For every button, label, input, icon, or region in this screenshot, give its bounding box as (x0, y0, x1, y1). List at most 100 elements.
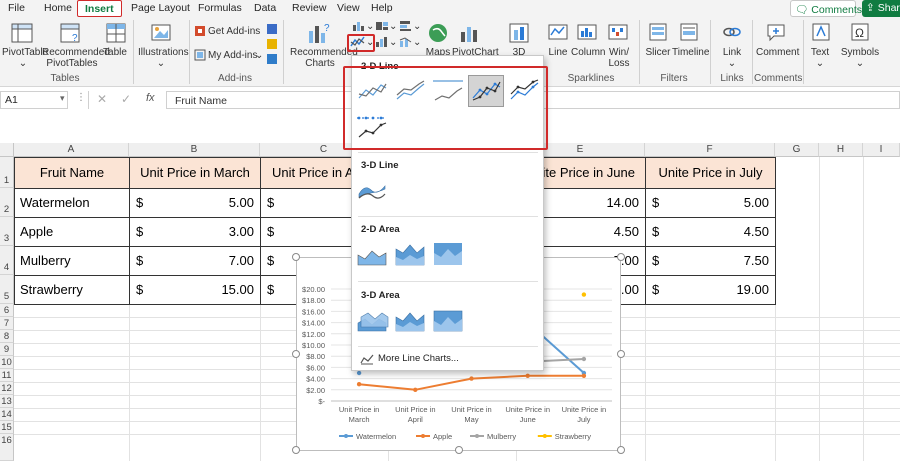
sparkline-winloss-button[interactable]: Win/ Loss (608, 47, 630, 69)
chart-resize-handle[interactable] (617, 350, 625, 358)
tab-review[interactable]: Review (292, 2, 327, 14)
bar-chart-dropdown[interactable]: ⌄ (413, 21, 422, 32)
stacked-area-chart-thumbnail[interactable] (393, 239, 427, 269)
cell-f1[interactable]: Unite Price in July (645, 157, 776, 189)
row-header-9[interactable]: 9 (0, 343, 14, 356)
row-header-16[interactable]: 16 (0, 434, 14, 461)
cancel-icon[interactable]: ✕ (97, 92, 108, 106)
row-header-14[interactable]: 14 (0, 408, 14, 421)
recommended-charts-button[interactable]: Recommended Charts (290, 47, 358, 69)
cell-a2[interactable]: Watermelon (14, 188, 130, 218)
pivottable-button[interactable]: PivotTable (2, 47, 49, 58)
row-header-3[interactable]: 3 (0, 217, 14, 246)
cell-a3[interactable]: Apple (14, 217, 130, 247)
combo-chart-dropdown[interactable]: ⌄ (413, 37, 422, 48)
chart-resize-handle[interactable] (292, 350, 300, 358)
cell-b5[interactable]: $15.00 (129, 275, 261, 305)
line-chart-dropdown[interactable]: ⌄ (366, 37, 375, 48)
cell-f2[interactable]: $5.00 (645, 188, 776, 218)
column-header-h[interactable]: H (819, 143, 863, 157)
stacked-line-chart-thumbnail[interactable] (393, 76, 427, 106)
stacked-line-with-markers-thumbnail[interactable] (507, 76, 541, 106)
symbols-button[interactable]: Symbols (840, 47, 880, 58)
timeline-button[interactable]: Timeline (672, 47, 710, 58)
more-line-charts-button[interactable]: More Line Charts... (360, 352, 540, 368)
link-dropdown[interactable]: ⌄ (727, 58, 737, 69)
name-box[interactable]: A1 (0, 91, 68, 109)
chart-resize-handle[interactable] (292, 446, 300, 454)
area-chart-thumbnail[interactable] (355, 239, 389, 269)
3d-line-chart-thumbnail[interactable] (355, 176, 389, 206)
statistic-chart-dropdown[interactable]: ⌄ (389, 37, 398, 48)
tab-insert[interactable]: Insert (77, 0, 122, 17)
tab-data[interactable]: Data (254, 2, 277, 14)
3d-stacked-area-chart-thumbnail[interactable] (393, 305, 427, 335)
illustrations-dropdown[interactable]: ⌄ (156, 58, 166, 69)
name-box-dropdown[interactable]: ▾ (60, 93, 65, 103)
cell-b3[interactable]: $3.00 (129, 217, 261, 247)
tab-page-layout[interactable]: Page Layout (131, 2, 190, 14)
chart-resize-handle[interactable] (455, 446, 463, 454)
text-dropdown[interactable]: ⌄ (815, 58, 825, 69)
cell-b4[interactable]: $7.00 (129, 246, 261, 276)
100-stacked-area-chart-thumbnail[interactable] (431, 239, 465, 269)
tab-formulas[interactable]: Formulas (198, 2, 242, 14)
cell-a5[interactable]: Strawberry (14, 275, 130, 305)
cell-a1[interactable]: Fruit Name (14, 157, 130, 189)
link-button[interactable]: Link (722, 47, 742, 58)
tab-view[interactable]: View (337, 2, 360, 14)
cell-f5[interactable]: $19.00 (645, 275, 776, 305)
line-with-markers-thumbnail[interactable] (468, 75, 504, 107)
maps-button[interactable]: Maps (425, 47, 451, 58)
column-header-f[interactable]: F (645, 143, 775, 157)
100-stacked-line-with-markers-thumbnail[interactable] (355, 113, 389, 143)
row-header-10[interactable]: 10 (0, 356, 14, 369)
get-addins-button[interactable]: Get Add-ins (208, 26, 261, 37)
select-all-corner[interactable] (0, 143, 14, 157)
chart-resize-handle[interactable] (292, 253, 300, 261)
comment-button[interactable]: Comment (756, 47, 800, 58)
comments-button[interactable]: 🗨 Comments (790, 0, 862, 17)
tab-file[interactable]: File (8, 2, 25, 14)
column-header-i[interactable]: I (863, 143, 900, 157)
row-header-15[interactable]: 15 (0, 421, 14, 434)
cell-b1[interactable]: Unit Price in March (129, 157, 261, 189)
3d-map-button[interactable]: 3D (512, 47, 526, 58)
row-header-6[interactable]: 6 (0, 304, 14, 317)
row-header-7[interactable]: 7 (0, 317, 14, 330)
table-button[interactable]: Table (103, 47, 127, 58)
chart-resize-handle[interactable] (617, 253, 625, 261)
pivotchart-button[interactable]: PivotChart (452, 47, 499, 58)
my-addins-button[interactable]: My Add-ins (208, 50, 258, 61)
column-header-e[interactable]: E (516, 143, 645, 157)
row-header-13[interactable]: 13 (0, 395, 14, 408)
cell-b2[interactable]: $5.00 (129, 188, 261, 218)
column-header-b[interactable]: B (129, 143, 260, 157)
row-header-11[interactable]: 11 (0, 369, 14, 382)
sparkline-line-button[interactable]: Line (548, 47, 568, 58)
tab-help[interactable]: Help (371, 2, 393, 14)
enter-icon[interactable]: ✓ (121, 92, 132, 106)
column-header-g[interactable]: G (775, 143, 819, 157)
cell-f3[interactable]: $4.50 (645, 217, 776, 247)
illustrations-button[interactable]: Illustrations (138, 47, 189, 58)
tab-home[interactable]: Home (44, 2, 73, 14)
row-header-12[interactable]: 12 (0, 382, 14, 395)
row-header-4[interactable]: 4 (0, 246, 14, 275)
insert-function-icon[interactable]: fx (146, 92, 155, 104)
row-header-5[interactable]: 5 (0, 275, 14, 304)
3d-area-chart-thumbnail[interactable] (355, 305, 389, 335)
slicer-button[interactable]: Slicer (645, 47, 671, 58)
share-button[interactable]: ⇪ Share (862, 0, 900, 17)
cell-a4[interactable]: Mulberry (14, 246, 130, 276)
line-chart-thumbnail[interactable] (355, 76, 389, 106)
row-header-8[interactable]: 8 (0, 330, 14, 343)
pivottable-dropdown[interactable]: ⌄ (18, 58, 28, 69)
recommended-pivottables-button[interactable]: Recommended PivotTables (42, 47, 110, 69)
3d-100-stacked-area-chart-thumbnail[interactable] (431, 305, 465, 335)
my-addins-dropdown[interactable]: ⌄ (255, 50, 264, 61)
column-header-a[interactable]: A (14, 143, 129, 157)
symbols-dropdown[interactable]: ⌄ (855, 58, 865, 69)
row-header-1[interactable]: 1 (0, 157, 14, 188)
text-button[interactable]: Text (810, 47, 830, 58)
